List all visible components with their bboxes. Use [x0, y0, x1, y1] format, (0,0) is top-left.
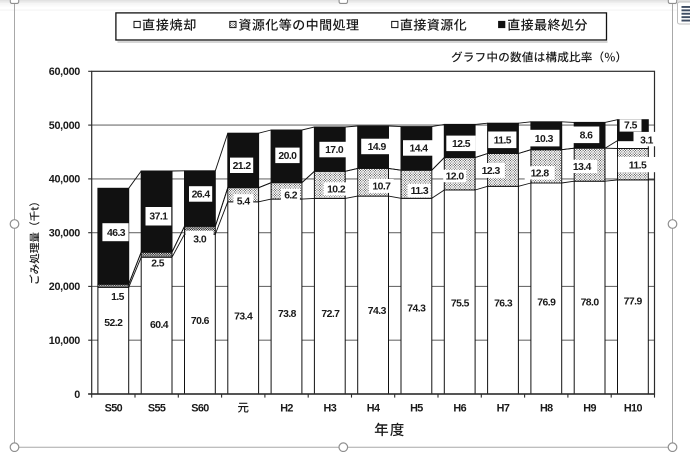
- svg-text:50,000: 50,000: [49, 120, 81, 132]
- svg-text:10.3: 10.3: [535, 134, 554, 145]
- svg-text:60,000: 60,000: [49, 66, 81, 78]
- svg-text:6.2: 6.2: [284, 191, 298, 202]
- svg-text:12.3: 12.3: [482, 166, 501, 177]
- svg-text:13.4: 13.4: [573, 162, 592, 173]
- svg-text:52.2: 52.2: [104, 318, 123, 329]
- svg-text:10,000: 10,000: [49, 335, 81, 347]
- svg-text:21.2: 21.2: [233, 161, 252, 172]
- svg-text:3.0: 3.0: [193, 235, 207, 246]
- svg-text:14.9: 14.9: [368, 142, 387, 153]
- svg-text:H7: H7: [497, 403, 510, 415]
- svg-text:11.5: 11.5: [494, 136, 512, 147]
- svg-text:17.0: 17.0: [325, 145, 344, 156]
- svg-text:73.4: 73.4: [234, 312, 253, 323]
- svg-text:74.3: 74.3: [407, 303, 426, 314]
- svg-text:76.9: 76.9: [537, 298, 556, 309]
- svg-text:76.3: 76.3: [494, 299, 513, 310]
- svg-text:S50: S50: [105, 403, 123, 415]
- svg-text:73.8: 73.8: [278, 309, 297, 320]
- svg-text:60.4: 60.4: [150, 320, 169, 331]
- svg-text:40,000: 40,000: [49, 174, 81, 186]
- svg-text:H3: H3: [324, 403, 337, 415]
- svg-text:70.6: 70.6: [191, 316, 210, 327]
- svg-text:75.5: 75.5: [451, 299, 470, 310]
- svg-text:30,000: 30,000: [49, 228, 81, 240]
- svg-text:46.3: 46.3: [107, 228, 126, 239]
- svg-text:14.4: 14.4: [409, 144, 428, 155]
- svg-text:78.0: 78.0: [581, 298, 600, 309]
- svg-text:3.1: 3.1: [640, 136, 654, 147]
- svg-text:74.3: 74.3: [368, 306, 387, 317]
- svg-text:10.7: 10.7: [372, 181, 391, 192]
- svg-text:1.5: 1.5: [111, 292, 125, 303]
- svg-text:10.2: 10.2: [327, 185, 346, 196]
- svg-text:H10: H10: [624, 403, 643, 415]
- svg-text:0: 0: [74, 389, 80, 401]
- svg-text:11.5: 11.5: [629, 161, 647, 172]
- svg-text:S60: S60: [191, 403, 209, 415]
- svg-text:20,000: 20,000: [49, 281, 81, 293]
- svg-text:12.0: 12.0: [446, 172, 465, 183]
- svg-text:72.7: 72.7: [321, 309, 340, 320]
- svg-text:20.0: 20.0: [278, 151, 297, 162]
- svg-text:H2: H2: [280, 403, 293, 415]
- svg-text:37.1: 37.1: [149, 212, 168, 223]
- svg-text:77.9: 77.9: [624, 296, 643, 307]
- svg-text:H9: H9: [583, 403, 596, 415]
- svg-text:H8: H8: [540, 403, 553, 415]
- svg-text:12.5: 12.5: [452, 139, 471, 150]
- svg-text:H5: H5: [410, 403, 423, 415]
- svg-text:26.4: 26.4: [192, 190, 211, 201]
- svg-text:8.6: 8.6: [580, 131, 594, 142]
- svg-text:12.8: 12.8: [531, 169, 550, 180]
- svg-text:2.5: 2.5: [151, 259, 165, 270]
- svg-text:5.4: 5.4: [237, 196, 251, 207]
- svg-text:H4: H4: [367, 403, 380, 415]
- svg-text:7.5: 7.5: [624, 121, 638, 132]
- svg-text:H6: H6: [453, 403, 466, 415]
- svg-text:11.3: 11.3: [411, 186, 429, 197]
- svg-text:S55: S55: [148, 403, 166, 415]
